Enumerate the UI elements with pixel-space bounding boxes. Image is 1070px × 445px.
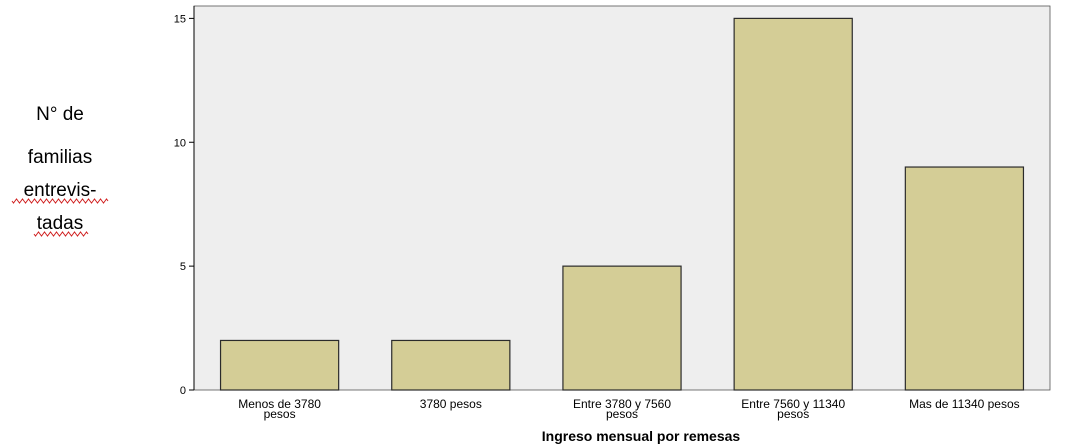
y-axis-title-line: familias (28, 147, 92, 168)
bar (733, 17, 853, 391)
y-axis-title-line: entrevis- (24, 180, 97, 201)
spellcheck-underline (11, 198, 109, 204)
bar (391, 339, 511, 391)
x-axis-title: Ingreso mensual por remesas (542, 428, 741, 444)
y-axis: 0 5 10 15 (174, 6, 195, 397)
spellcheck-underline (33, 231, 89, 237)
bar (562, 265, 682, 391)
x-tick-label: 3780 pesos (420, 397, 482, 411)
y-tick-label: 15 (174, 13, 186, 25)
x-tick-label: Entre 3780 y 7560 pesos (573, 397, 671, 421)
bar (219, 339, 340, 391)
x-tick-label: Menos de 3780 pesos (238, 397, 321, 421)
y-tick-label: 10 (174, 137, 186, 149)
y-axis-title-line: tadas (37, 213, 83, 234)
x-tick-label: Entre 7560 y 11340 pesos (741, 397, 845, 421)
y-axis-title-line: N° de (36, 104, 84, 125)
y-tick-label: 0 (180, 385, 186, 397)
x-axis-categories: Menos de 3780 pesos 3780 pesos Entre 3780 y… (238, 397, 1019, 421)
bars (219, 17, 1025, 391)
y-tick-label: 5 (180, 261, 186, 273)
x-tick-label: Mas de 11340 pesos (909, 397, 1020, 411)
bar (904, 166, 1025, 391)
y-axis-title: N° de familias entrevis-tadas (11, 104, 109, 237)
